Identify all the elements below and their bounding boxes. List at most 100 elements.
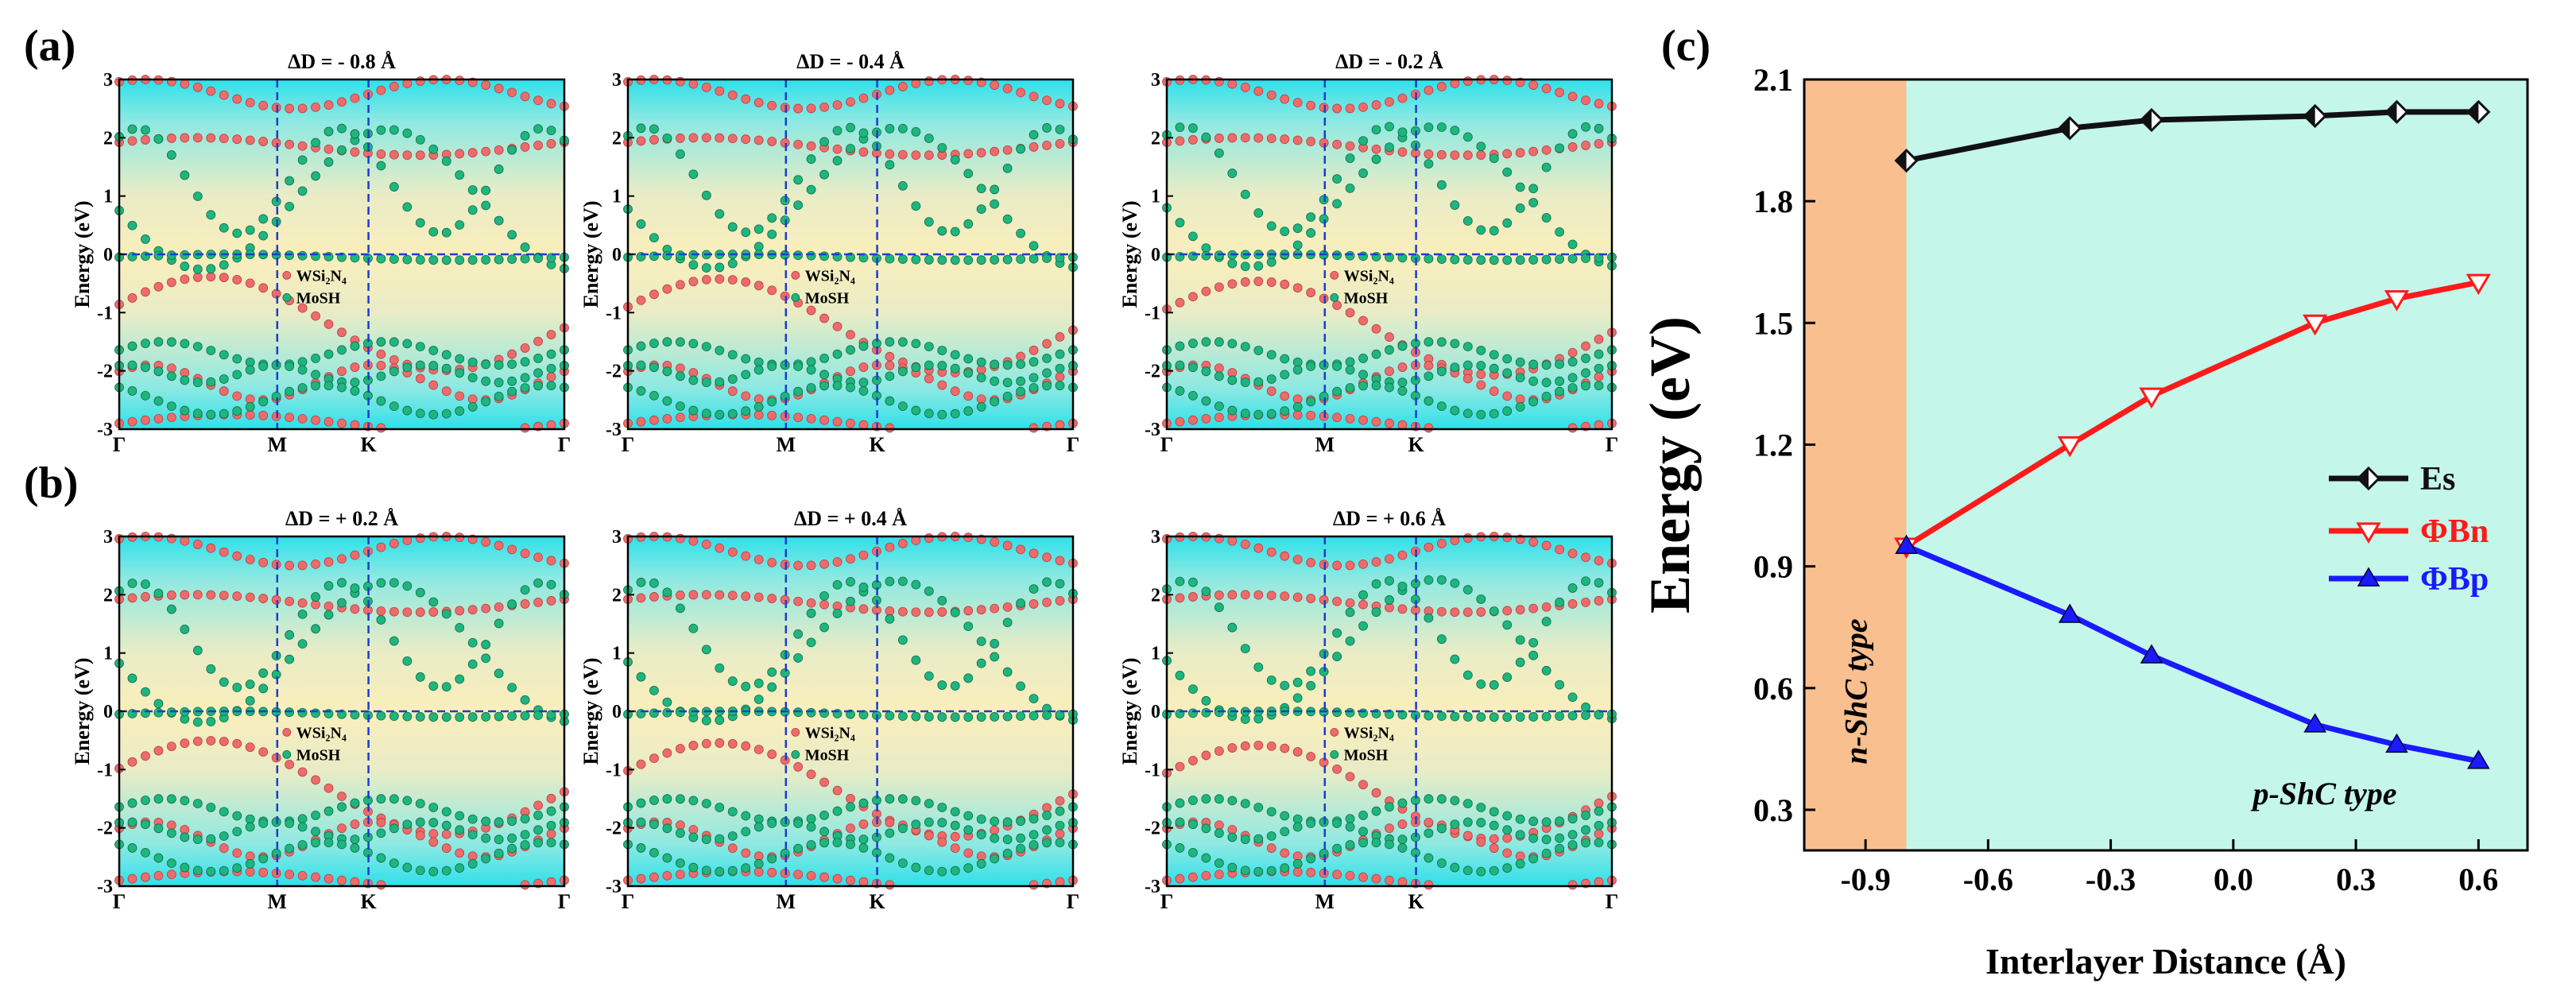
wsi2n4-band-point <box>793 103 804 114</box>
mosh-band-point <box>1214 371 1224 381</box>
mosh-band-point <box>1358 621 1368 631</box>
phi-bp-data-point <box>2303 713 2326 733</box>
mosh-band-point <box>507 843 517 854</box>
mosh-band-point <box>1555 359 1565 370</box>
mosh-band-point <box>990 199 1000 209</box>
mosh-band-point <box>389 711 399 722</box>
mosh-band-point <box>727 409 738 419</box>
mosh-band-point <box>1462 712 1473 722</box>
mosh-band-point <box>846 122 855 133</box>
mosh-band-point <box>166 337 176 347</box>
mosh-band-point <box>428 681 439 691</box>
mosh-band-point <box>846 577 855 587</box>
mosh-band-point <box>1028 584 1039 594</box>
mosh-band-point <box>741 354 751 364</box>
mosh-band-point <box>1292 693 1303 703</box>
wsi2n4-band-point <box>1345 870 1355 881</box>
wsi2n4-band-point <box>533 552 543 563</box>
mosh-band-point <box>402 128 413 138</box>
mosh-band-point <box>649 362 659 373</box>
mosh-band-point <box>1175 360 1185 370</box>
wsi2n4-band-point <box>1042 598 1052 607</box>
mosh-band-point <box>1424 254 1434 264</box>
wsi2n4-band-point <box>481 537 491 547</box>
wsi2n4-band-point <box>1581 552 1590 563</box>
mosh-band-point <box>1528 184 1539 194</box>
mosh-band-point <box>1345 707 1355 718</box>
wsi2n4-band-point <box>675 869 685 880</box>
mosh-band-point <box>311 827 320 837</box>
mosh-band-point <box>1436 794 1447 804</box>
mosh-band-point <box>649 339 659 348</box>
mosh-band-point <box>715 715 725 726</box>
mosh-band-point <box>1502 672 1513 683</box>
mosh-band-point <box>311 354 320 363</box>
wsi2n4-band-point <box>494 83 504 94</box>
wsi2n4-band-point <box>376 423 386 433</box>
mosh-band-point <box>1567 383 1578 393</box>
wsi2n4-band-point <box>1227 743 1238 753</box>
mosh-band-point <box>455 863 465 873</box>
mosh-band-point <box>950 227 960 237</box>
mosh-band-point <box>1528 637 1539 648</box>
mosh-band-point <box>924 134 934 144</box>
wsi2n4-band-point <box>1502 391 1513 401</box>
wsi2n4-band-point <box>141 135 150 145</box>
mosh-band-point <box>180 862 190 873</box>
wsi2n4-band-point <box>1175 873 1185 884</box>
wsi2n4-band-point <box>1371 323 1381 334</box>
legend-label: ΦBn <box>2420 513 2489 550</box>
wsi2n4-band-point <box>1214 134 1224 143</box>
wsi2n4-band-point <box>376 361 386 370</box>
mosh-band-point <box>1266 409 1276 419</box>
wsi2n4-band-point <box>533 141 543 150</box>
mosh-band-point <box>402 796 413 806</box>
wsi2n4-band-point <box>1462 607 1473 618</box>
c-y-tick-label: 1.2 <box>1753 427 1793 463</box>
mosh-band-point <box>311 381 320 391</box>
mosh-band-point <box>1253 866 1264 877</box>
mosh-band-point <box>494 711 504 722</box>
wsi2n4-band-point <box>727 739 738 749</box>
band-y-axis-title: Energy (eV) <box>579 200 602 308</box>
wsi2n4-band-point <box>924 76 934 86</box>
wsi2n4-band-point <box>1581 341 1590 351</box>
wsi2n4-band-point <box>1214 869 1224 880</box>
mosh-band-point <box>885 576 895 587</box>
wsi2n4-band-point <box>245 410 255 420</box>
wsi2n4-band-point <box>232 591 242 602</box>
energy-vs-distance-chart: 0.30.60.91.21.51.82.1-0.9 -0.6 -0.3 0.0 0.3 0… <box>1638 62 2529 982</box>
wsi2n4-band-point <box>767 557 777 567</box>
mosh-band-point <box>127 798 138 808</box>
wsi2n4-band-point <box>1397 819 1408 829</box>
mosh-band-point <box>1358 827 1368 837</box>
wsi2n4-band-point <box>1201 870 1211 881</box>
mosh-band-point <box>1555 680 1565 690</box>
mosh-band-point <box>141 390 150 401</box>
wsi2n4-band-point <box>285 412 295 423</box>
mosh-band-point <box>1450 254 1460 265</box>
mosh-band-point <box>1385 142 1394 153</box>
y-tick-label: -2 <box>97 362 113 382</box>
mosh-band-point <box>1214 401 1224 411</box>
mosh-band-point <box>206 866 216 877</box>
mosh-band-point <box>455 811 465 821</box>
mosh-band-point <box>1358 381 1368 391</box>
wsi2n4-band-point <box>1462 76 1473 86</box>
wsi2n4-band-point <box>1253 740 1264 750</box>
wsi2n4-band-point <box>662 748 672 758</box>
wsi2n4-band-point <box>688 536 699 546</box>
wsi2n4-band-point <box>846 875 855 885</box>
k-point-label: Γ <box>1067 890 1080 913</box>
mosh-band-point <box>715 409 725 420</box>
mosh-band-point <box>1055 349 1065 359</box>
mosh-band-point <box>1515 357 1525 367</box>
wsi2n4-band-point <box>662 870 672 881</box>
legend-wsi2n4-marker <box>1330 728 1339 737</box>
wsi2n4-band-point <box>727 547 738 557</box>
mosh-band-point <box>1214 337 1224 347</box>
wsi2n4-band-point <box>819 415 829 425</box>
c-y-tick-label: 0.3 <box>1753 792 1793 828</box>
mosh-band-point <box>1515 255 1525 265</box>
